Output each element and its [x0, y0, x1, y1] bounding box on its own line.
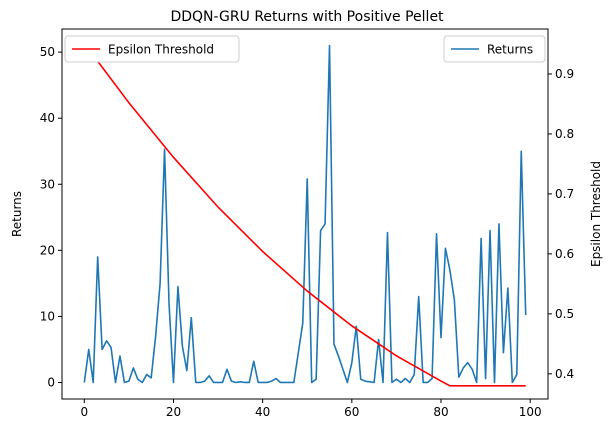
y-tick-label: 40 — [40, 111, 55, 125]
y2-tick-label: 0.4 — [555, 367, 574, 381]
y2-tick-label: 0.7 — [555, 187, 574, 201]
legend-returns-box — [443, 35, 546, 63]
y-tick-label: 10 — [40, 309, 55, 323]
x-tick-label: 40 — [255, 405, 270, 419]
x-tick-label: 100 — [519, 405, 542, 419]
series-layer — [83, 42, 527, 387]
y2-tick-label: 0.5 — [555, 307, 574, 321]
y-axis-left-label: Returns — [10, 191, 24, 237]
y-tick-label: 50 — [40, 45, 55, 59]
x-tick-label: 80 — [433, 405, 448, 419]
x-axis: 0 20 40 60 80 100 — [80, 399, 542, 419]
y-tick-label: 0 — [47, 375, 55, 389]
legend-epsilon-box — [64, 35, 240, 63]
x-tick-label: 60 — [344, 405, 359, 419]
x-tick-label: 20 — [166, 405, 181, 419]
series-line-returns — [83, 44, 527, 384]
chart-title: DDQN-GRU Returns with Positive Pellet — [170, 9, 444, 25]
y2-tick-label: 0.8 — [555, 127, 574, 141]
series-line-epsilon-threshold — [83, 42, 526, 387]
y-axis-right-label: Epsilon Threshold — [589, 161, 603, 267]
y-tick-label: 20 — [40, 243, 55, 257]
y2-tick-label: 0.9 — [555, 67, 574, 81]
y-axis-right: 0.4 0.5 0.6 0.7 0.8 0.9 — [548, 67, 574, 381]
y2-tick-label: 0.6 — [555, 247, 574, 261]
x-tick-label: 0 — [80, 405, 88, 419]
legend-returns-label: Returns — [487, 43, 533, 57]
plot-frame — [61, 28, 549, 400]
plot-area — [61, 28, 549, 400]
legend-epsilon-label: Epsilon Threshold — [108, 43, 214, 57]
legend-returns: Returns — [443, 35, 546, 63]
legend-epsilon: Epsilon Threshold — [64, 35, 240, 63]
y-tick-label: 30 — [40, 177, 55, 191]
y-axis-left: 0 10 20 30 40 50 — [40, 45, 62, 389]
